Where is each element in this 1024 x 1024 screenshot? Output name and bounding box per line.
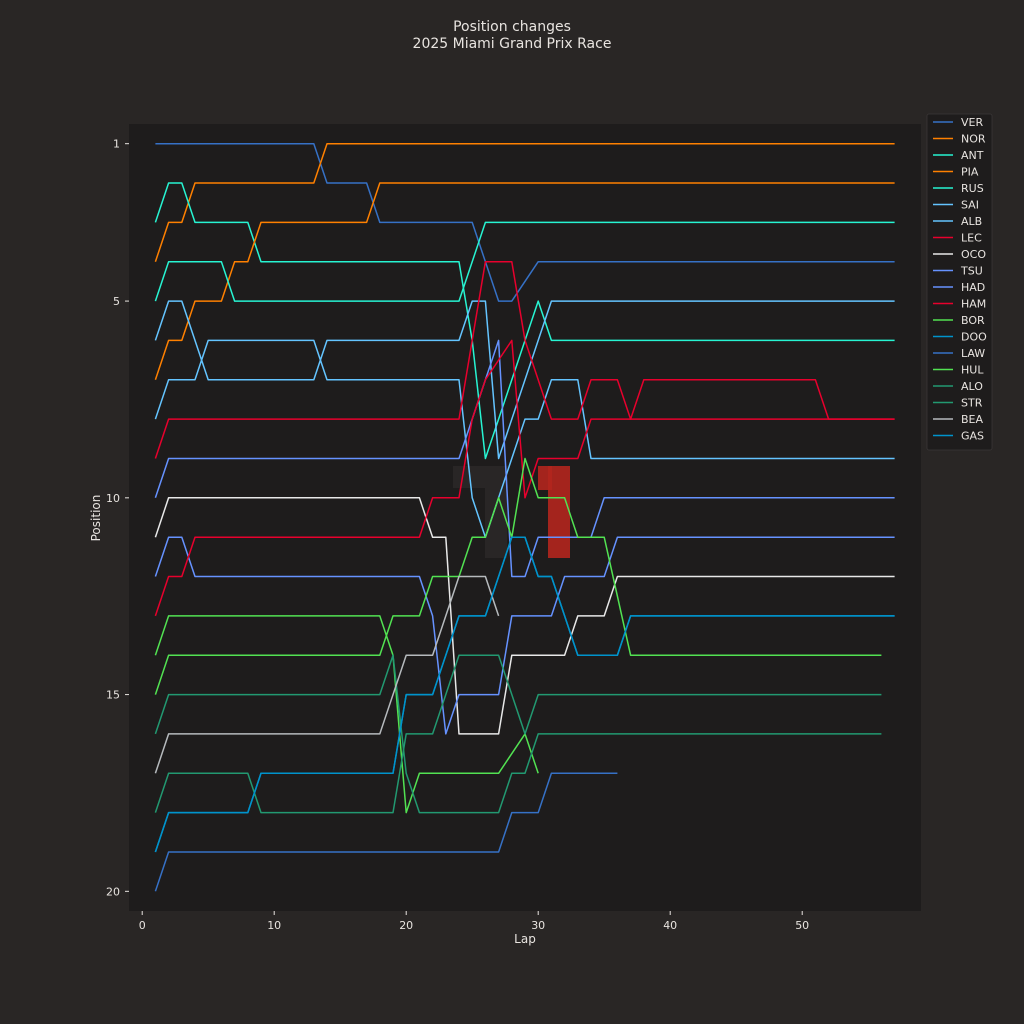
series-line-ham — [154, 339, 895, 617]
series-line-str — [154, 654, 882, 814]
legend-label-sai: SAI — [961, 199, 979, 212]
series-line-tsu — [154, 339, 895, 578]
series-line-alb — [154, 300, 895, 460]
legend-label-tsu: TSU — [960, 265, 983, 278]
series-line-hul — [154, 457, 882, 695]
legend-label-lec: LEC — [961, 232, 982, 245]
x-tick-label: 10 — [267, 919, 281, 932]
legend-label-had: HAD — [961, 281, 985, 294]
x-tick-label: 20 — [399, 919, 413, 932]
marker-block — [538, 466, 552, 490]
y-tick-label: 20 — [106, 885, 120, 898]
plot-area — [129, 124, 921, 911]
legend: VER NOR ANT PIA RUS SAI ALB LEC OCO TSU HAD HAM BOR D… — [926, 113, 993, 451]
series-layer — [154, 142, 895, 892]
legend-label-ham: HAM — [961, 298, 986, 311]
marker-block — [548, 466, 570, 558]
legend-label-pia: PIA — [961, 166, 979, 179]
series-line-gas — [154, 536, 895, 853]
legend-label-rus: RUS — [961, 182, 984, 195]
series-line-rus — [154, 221, 895, 302]
series-line-oco — [154, 497, 895, 735]
legend-label-alb: ALB — [961, 215, 982, 228]
x-tick-label: 30 — [531, 919, 545, 932]
series-line-ant — [154, 182, 895, 460]
series-line-lec — [154, 260, 895, 459]
series-line-had — [154, 536, 895, 735]
series-line-bor — [154, 615, 539, 814]
series-line-nor — [154, 142, 895, 262]
marker-block — [453, 466, 508, 488]
x-axis-label: Lap — [514, 932, 536, 946]
y-tick-label: 15 — [106, 689, 120, 702]
legend-label-bor: BOR — [961, 314, 985, 327]
y-tick-label: 5 — [113, 295, 120, 308]
series-line-pia — [154, 182, 895, 381]
legend-label-nor: NOR — [961, 133, 986, 146]
legend-label-bea: BEA — [961, 413, 983, 426]
y-tick-label: 1 — [113, 138, 120, 151]
legend-label-hul: HUL — [961, 364, 984, 377]
legend-label-oco: OCO — [961, 248, 986, 261]
legend-label-doo: DOO — [961, 331, 987, 344]
x-tick-label: 0 — [139, 919, 146, 932]
legend-frame — [926, 113, 993, 451]
marker-block — [485, 488, 507, 558]
x-tick-label: 50 — [795, 919, 809, 932]
series-line-alo — [154, 654, 882, 814]
y-tick-label: 10 — [106, 492, 120, 505]
chart-subtitle: 2025 Miami Grand Prix Race — [413, 36, 612, 52]
legend-label-alo: ALO — [961, 380, 983, 393]
series-line-bea — [154, 575, 500, 774]
legend-label-law: LAW — [961, 347, 985, 360]
legend-label-ant: ANT — [961, 149, 984, 162]
series-line-law — [154, 772, 618, 892]
legend-label-ver: VER — [961, 116, 983, 129]
y-axis-label: Position — [89, 495, 103, 542]
legend-label-gas: GAS — [961, 430, 984, 443]
chart-title: Position changes — [453, 19, 571, 35]
x-tick-label: 40 — [663, 919, 677, 932]
legend-label-str: STR — [961, 397, 983, 410]
